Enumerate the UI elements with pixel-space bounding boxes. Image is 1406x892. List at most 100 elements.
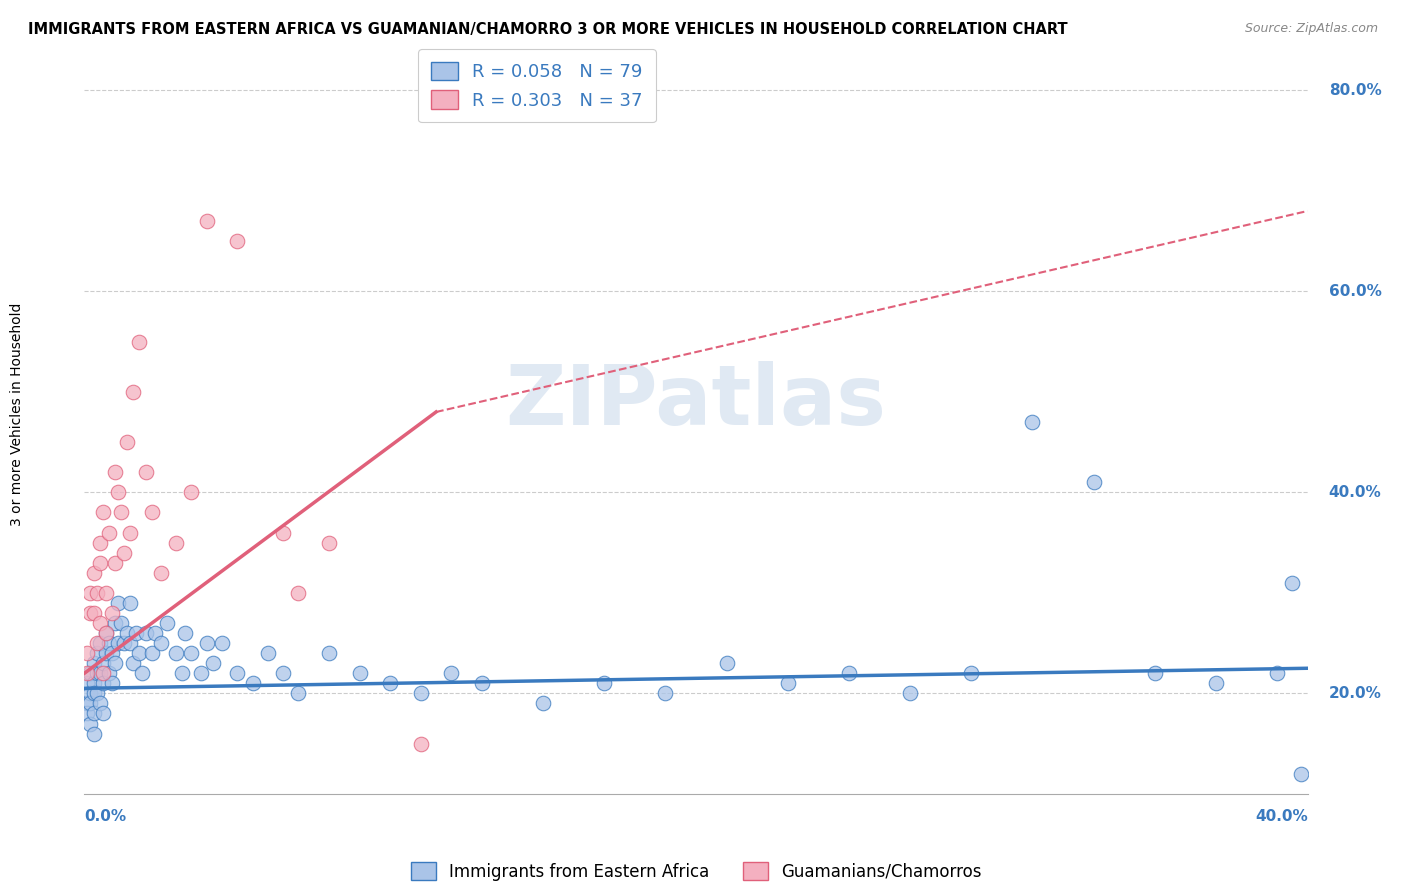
Point [101,606,124,620]
Point [120,525,142,540]
Text: 3 or more Vehicles in Household: 3 or more Vehicles in Household [10,303,24,526]
Point [380,676,402,690]
Point [89,535,111,549]
Point [83,657,105,671]
Point [349,666,371,681]
Point [287,686,309,700]
Point [195,636,218,650]
Point [76,676,98,690]
Point [115,435,138,450]
Point [898,686,921,700]
Point [190,666,212,681]
Point [115,626,138,640]
Point [104,556,127,570]
Point [1265,666,1288,681]
Point [83,726,105,740]
Point [242,676,264,690]
Point [128,334,150,349]
Point [156,615,179,630]
Point [79,666,101,681]
Point [318,535,340,549]
Point [91,676,114,690]
Point [143,626,166,640]
Point [440,666,463,681]
Point [83,676,105,690]
Point [76,666,98,681]
Point [83,606,105,620]
Point [83,686,105,700]
Point [165,535,187,549]
Point [91,657,114,671]
Point [91,706,114,721]
Point [97,525,120,540]
Point [174,626,197,640]
Point [180,646,202,660]
Point [531,697,554,711]
Point [776,676,799,690]
Point [101,676,124,690]
Point [409,686,432,700]
Text: 80.0%: 80.0% [1329,83,1382,98]
Point [1205,676,1227,690]
Point [716,657,738,671]
Point [101,646,124,660]
Point [120,636,142,650]
Point [125,626,148,640]
Point [104,657,127,671]
Point [107,485,129,500]
Point [128,646,150,660]
Point [110,615,132,630]
Point [165,646,187,660]
Point [76,646,98,660]
Point [471,676,494,690]
Point [89,615,111,630]
Point [271,525,294,540]
Point [94,626,117,640]
Point [141,506,163,520]
Point [107,596,129,610]
Text: 60.0%: 60.0% [1329,284,1382,299]
Point [838,666,860,681]
Point [409,737,432,751]
Point [201,657,224,671]
Point [120,596,142,610]
Point [318,646,340,660]
Point [110,506,132,520]
Point [89,636,111,650]
Point [86,636,108,650]
Point [1083,475,1105,490]
Point [195,214,218,228]
Point [226,234,249,248]
Point [89,556,111,570]
Point [593,676,616,690]
Point [91,666,114,681]
Point [97,666,120,681]
Point [86,586,108,600]
Point [172,666,194,681]
Point [112,546,135,560]
Legend: Immigrants from Eastern Africa, Guamanians/Chamorros: Immigrants from Eastern Africa, Guamania… [404,855,988,888]
Point [1143,666,1166,681]
Point [83,706,105,721]
Point [83,566,105,580]
Point [104,465,127,479]
Point [149,636,172,650]
Point [91,506,114,520]
Point [226,666,249,681]
Text: ZIPatlas: ZIPatlas [506,361,886,442]
Point [122,384,145,399]
Point [1291,766,1313,780]
Point [76,706,98,721]
Point [86,666,108,681]
Point [122,657,145,671]
Point [89,697,111,711]
Point [135,626,157,640]
Text: 0.0%: 0.0% [84,809,127,823]
Point [86,646,108,660]
Point [141,646,163,660]
Point [79,697,101,711]
Point [94,646,117,660]
Text: 40.0%: 40.0% [1254,809,1308,823]
Point [149,566,172,580]
Point [1021,415,1043,429]
